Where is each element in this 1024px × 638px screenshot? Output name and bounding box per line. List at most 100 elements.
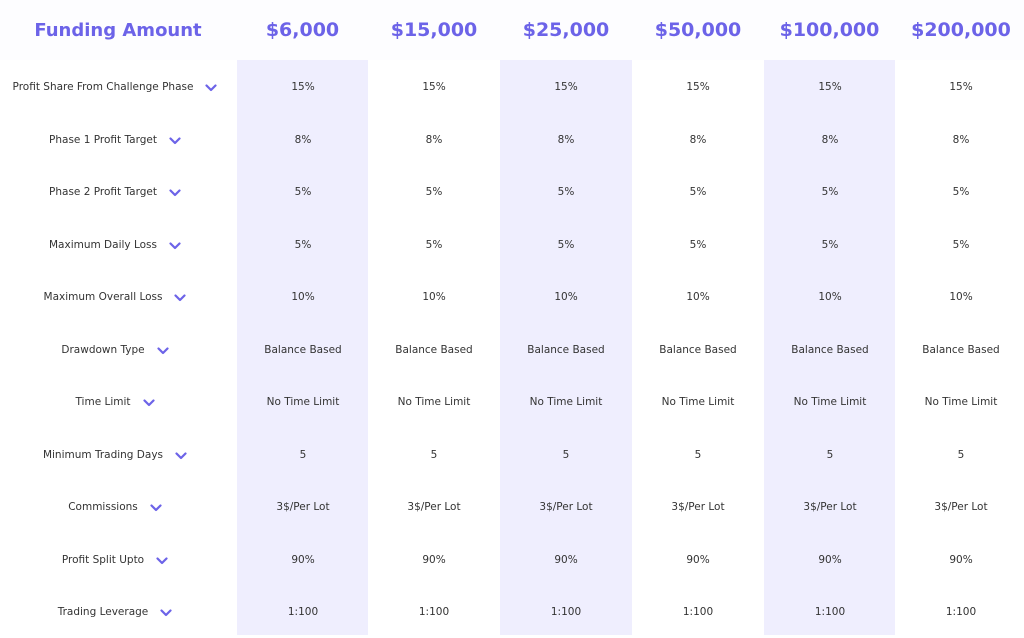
table-cell: 10%	[291, 291, 315, 303]
table-row: Phase 1 Profit Target 8% 8% 8% 8% 8% 8%	[0, 114, 1024, 166]
table-cell: 15%	[291, 81, 315, 93]
chevron-down-icon[interactable]	[174, 293, 187, 302]
table-cell: 5%	[952, 186, 970, 198]
table-cell: 5	[430, 448, 438, 461]
row-label-text: Drawdown Type	[61, 343, 145, 356]
table-cell: 3$/Per Lot	[671, 501, 725, 513]
table-cell: 8%	[821, 133, 839, 146]
table-cell: 5	[694, 448, 702, 461]
table-cell: Balance Based	[264, 343, 342, 356]
row-label[interactable]: Phase 2 Profit Target	[0, 166, 230, 218]
table-cell: No Time Limit	[529, 396, 603, 408]
table-cell: 1:100	[945, 606, 977, 618]
row-label-text: Trading Leverage	[57, 606, 149, 618]
row-label-text: Maximum Overall Loss	[43, 291, 163, 303]
table-cell: 15%	[686, 81, 710, 93]
table-cell: 1:100	[682, 606, 714, 618]
table-cell: 5%	[294, 186, 312, 198]
plan-header-15000: $15,000	[390, 19, 478, 41]
row-label[interactable]: Maximum Daily Loss	[0, 219, 230, 271]
table-cell: 3$/Per Lot	[539, 501, 593, 513]
table-cell: 8%	[294, 133, 312, 146]
plan-header-6000: $6,000	[265, 19, 340, 41]
row-label[interactable]: Phase 1 Profit Target	[0, 114, 230, 166]
table-row: Profit Split Upto 90% 90% 90% 90% 90% 90%	[0, 534, 1024, 586]
row-label[interactable]: Profit Share From Challenge Phase	[0, 61, 230, 113]
chevron-down-icon[interactable]	[150, 503, 162, 512]
table-cell: 5%	[294, 238, 312, 251]
table-cell: 5	[957, 448, 965, 461]
row-label-text: Phase 2 Profit Target	[49, 186, 157, 198]
table-cell: No Time Limit	[661, 396, 735, 408]
table-row: Phase 2 Profit Target 5% 5% 5% 5% 5% 5%	[0, 166, 1024, 218]
header-title: Funding Amount	[34, 19, 202, 41]
row-label[interactable]: Time Limit	[0, 376, 230, 428]
table-cell: Balance Based	[395, 343, 473, 356]
table-cell: 5	[826, 448, 834, 461]
table-header: Funding Amount $6,000 $15,000 $25,000 $5…	[0, 0, 1024, 60]
chevron-down-icon[interactable]	[169, 136, 181, 144]
table-cell: 5	[562, 448, 570, 461]
table-cell: Balance Based	[527, 343, 605, 356]
table-row: Trading Leverage 1:100 1:100 1:100 1:100 1:10…	[0, 586, 1024, 638]
table-cell: 10%	[554, 291, 578, 303]
chevron-down-icon[interactable]	[157, 346, 169, 354]
table-cell: 10%	[686, 291, 710, 303]
row-label-text: Profit Share From Challenge Phase	[12, 81, 194, 93]
table-cell: 10%	[949, 291, 973, 303]
row-label-text: Phase 1 Profit Target	[49, 133, 157, 146]
table-cell: 8%	[952, 133, 970, 146]
chevron-down-icon[interactable]	[142, 398, 155, 407]
table-cell: 8%	[425, 133, 443, 146]
table-row: Maximum Daily Loss 5% 5% 5% 5% 5% 5%	[0, 219, 1024, 271]
table-cell: 5%	[689, 186, 707, 198]
table-cell: 5%	[689, 238, 707, 251]
chevron-down-icon[interactable]	[205, 83, 218, 92]
table-cell: 1:100	[287, 606, 319, 618]
table-row: Profit Share From Challenge Phase 15% 15% 1…	[0, 61, 1024, 113]
table-cell: 15%	[422, 81, 446, 93]
table-cell: 90%	[949, 553, 973, 566]
table-cell: 10%	[818, 291, 842, 303]
chevron-down-icon[interactable]	[175, 451, 187, 459]
table-cell: 1:100	[814, 606, 846, 618]
shaded-column-25000	[500, 60, 632, 635]
plan-header-25000: $25,000	[522, 19, 610, 41]
chevron-down-icon[interactable]	[160, 608, 172, 617]
row-label-text: Maximum Daily Loss	[48, 238, 157, 251]
table-cell: 15%	[818, 81, 842, 93]
row-label[interactable]: Profit Split Upto	[0, 534, 230, 586]
table-cell: 90%	[818, 553, 842, 566]
table-cell: 10%	[422, 291, 446, 303]
row-label-text: Time Limit	[75, 396, 131, 408]
table-cell: No Time Limit	[397, 396, 471, 408]
table-cell: 8%	[557, 133, 575, 146]
chevron-down-icon[interactable]	[169, 241, 181, 249]
row-label-text: Minimum Trading Days	[42, 448, 164, 461]
table-cell: 5%	[557, 238, 575, 251]
table-cell: Balance Based	[922, 343, 1000, 356]
table-cell: 90%	[291, 553, 315, 566]
table-cell: 5	[299, 448, 307, 461]
row-label[interactable]: Commissions	[0, 481, 230, 533]
plan-header-50000: $50,000	[654, 19, 742, 41]
table-cell: 15%	[554, 81, 578, 93]
table-cell: 90%	[686, 553, 710, 566]
chevron-down-icon[interactable]	[156, 556, 168, 564]
table-cell: 3$/Per Lot	[934, 501, 988, 513]
row-label[interactable]: Trading Leverage	[0, 586, 230, 638]
row-label-text: Commissions	[68, 501, 138, 513]
table-cell: No Time Limit	[266, 396, 340, 408]
table-cell: 8%	[689, 133, 707, 146]
shaded-column-100000	[764, 60, 895, 635]
row-label[interactable]: Minimum Trading Days	[0, 429, 230, 481]
row-label[interactable]: Drawdown Type	[0, 324, 230, 376]
chevron-down-icon[interactable]	[169, 188, 181, 197]
table-cell: 1:100	[550, 606, 582, 618]
table-cell: Balance Based	[791, 343, 869, 356]
table-cell: 3$/Per Lot	[407, 501, 461, 513]
row-label[interactable]: Maximum Overall Loss	[0, 271, 230, 323]
table-cell: 3$/Per Lot	[276, 501, 330, 513]
table-cell: No Time Limit	[793, 396, 867, 408]
